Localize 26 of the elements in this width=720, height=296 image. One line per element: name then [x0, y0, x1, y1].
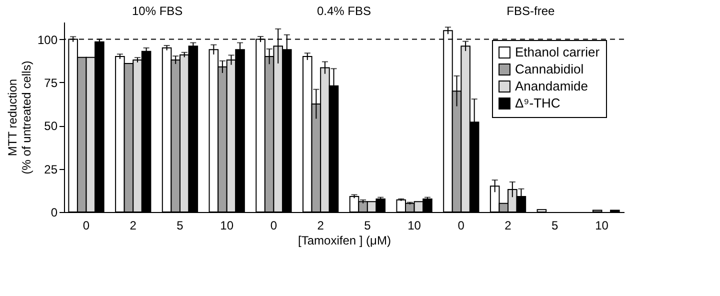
text: 0.4% FBS [316, 4, 372, 18]
x-tick-label: 10 [220, 218, 234, 232]
x-tick-label: 2 [504, 218, 512, 232]
x-tick-label: 0 [82, 218, 90, 232]
y-tick-label: 0 [50, 206, 58, 220]
text: 10% FBS [132, 4, 183, 18]
y-axis-title: MTT reduction (% of untreated cells) [5, 60, 34, 174]
x-tick-label: 2 [317, 218, 324, 232]
x-axis-title: [Tamoxifen ] (μM) [298, 234, 391, 248]
text: FBS-free [506, 4, 555, 18]
x-tick-label: 0 [458, 218, 465, 232]
y-tick-label: 25 [44, 162, 58, 176]
y-tick-label: 50 [44, 119, 58, 134]
y-tick-label: 100 [37, 32, 58, 47]
y-tick-label: 75 [44, 76, 58, 90]
x-tick-label: 10 [408, 218, 422, 232]
legend-label: Anandamide [515, 78, 588, 94]
x-tick-label: 2 [130, 218, 137, 232]
x-tick-label: 0 [270, 218, 278, 232]
legend-label: Δ⁹-THC [515, 96, 560, 110]
x-tick-label: 10 [595, 218, 609, 232]
x-tick-label: 5 [176, 218, 184, 232]
legend-label: Ethanol carrier [515, 44, 600, 60]
x-tick-label: 5 [364, 218, 372, 232]
x-tick-label: 5 [552, 218, 559, 232]
legend-label: Cannabidiol [515, 62, 584, 76]
